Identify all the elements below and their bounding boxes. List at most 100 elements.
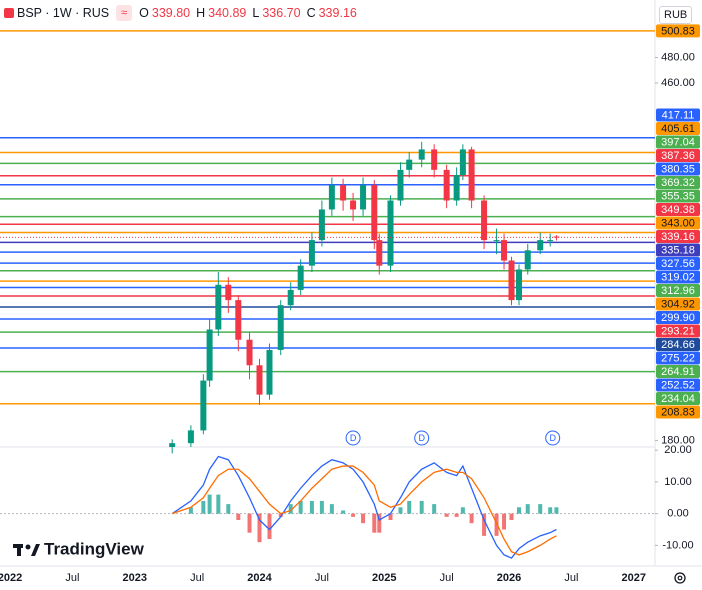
histogram-bar <box>351 513 356 517</box>
y-tick-label: 0.00 <box>667 508 688 520</box>
event-label: D <box>350 433 357 443</box>
price-tag <box>656 392 700 405</box>
ohlc-value: 340.89 <box>208 6 247 20</box>
candle-body <box>371 185 378 241</box>
histogram-bar <box>329 504 334 514</box>
logo-icon <box>13 544 40 556</box>
x-tick-label: 2027 <box>622 572 646 584</box>
candle-body <box>340 185 347 201</box>
candle-body <box>318 209 325 241</box>
price-tag <box>656 365 700 378</box>
price-tag-label: 327.56 <box>661 258 695 270</box>
price-tag-label: 319.02 <box>661 271 695 283</box>
symbol-icon <box>4 8 14 18</box>
candle-body <box>443 169 450 201</box>
price-tag <box>656 311 700 324</box>
price-tag <box>656 203 700 216</box>
candle-body <box>431 149 438 170</box>
histogram-bar <box>444 513 449 517</box>
ohlc-value: 339.16 <box>318 6 357 20</box>
ohlc-value: 336.70 <box>262 6 301 20</box>
candle-body <box>553 236 560 238</box>
histogram-bar <box>361 513 366 524</box>
y-tick-label: 480.00 <box>661 51 695 63</box>
candle-body <box>287 289 294 306</box>
candle-body <box>266 349 273 395</box>
candle-body <box>206 329 213 381</box>
histogram-bar <box>319 500 324 514</box>
candle-body <box>501 240 508 261</box>
event-label: D <box>418 433 425 443</box>
candle-body <box>459 149 466 175</box>
histogram-bar <box>247 513 252 533</box>
price-tag-label: 339.16 <box>661 231 695 243</box>
price-tag-label: 380.35 <box>661 163 695 175</box>
x-tick-label: 2026 <box>497 572 521 584</box>
price-tag <box>656 338 700 351</box>
histogram-bar <box>257 513 262 543</box>
price-tag <box>656 216 700 230</box>
histogram-bar <box>236 513 241 520</box>
candle-body <box>406 159 413 170</box>
logo: TradingView <box>44 539 145 558</box>
candle-body <box>387 200 394 266</box>
currency-button[interactable]: RUB <box>659 6 693 24</box>
candle-body <box>418 149 425 160</box>
ohlc-key: L <box>252 6 260 20</box>
price-tag <box>656 162 700 176</box>
x-tick-label: 2025 <box>372 572 396 584</box>
compare-icon[interactable]: ≈ <box>116 5 133 21</box>
histogram-bar <box>207 494 212 514</box>
histogram-bar <box>309 500 314 514</box>
candle-body <box>508 260 515 301</box>
price-tag <box>656 284 700 297</box>
candle-body <box>246 339 253 366</box>
ohlc-key: O <box>139 6 149 20</box>
candle-body <box>481 200 488 241</box>
candle-body <box>256 365 263 395</box>
candle-body <box>169 443 176 447</box>
price-tag-label: 312.96 <box>661 285 695 297</box>
x-tick-label: Jul <box>315 572 329 584</box>
candle-body <box>397 169 404 201</box>
histogram-bar <box>188 507 193 514</box>
candle-body <box>187 430 194 444</box>
legend-header: BSP · 1W · RUS ≈ O 339.80 H 340.89 L 336.70… <box>4 5 360 21</box>
price-tag-label: 208.83 <box>661 406 695 418</box>
histogram-bar <box>388 513 393 520</box>
price-tag <box>656 243 700 257</box>
candle-body <box>308 240 315 266</box>
histogram-bar <box>267 513 272 540</box>
price-tag <box>656 270 700 284</box>
x-tick-label: Jul <box>65 572 79 584</box>
histogram-bar <box>554 507 559 514</box>
indicator-line <box>171 455 557 559</box>
histogram-bar <box>525 504 530 514</box>
candle-body <box>235 300 242 340</box>
event-marker <box>414 430 430 446</box>
x-tick-label: 2023 <box>123 572 147 584</box>
candle-body <box>297 265 304 290</box>
histogram-bar <box>454 513 459 517</box>
settings-icon[interactable] <box>674 572 686 584</box>
histogram-bar <box>482 513 487 536</box>
price-tag-label: 264.91 <box>661 366 695 378</box>
x-tick-label: 2024 <box>247 572 272 584</box>
histogram-bar <box>288 504 293 514</box>
indicator-line <box>171 465 557 556</box>
histogram-bar <box>372 513 377 533</box>
x-tick-label: Jul <box>564 572 578 584</box>
candle-body <box>537 240 544 251</box>
candle-body <box>328 185 335 210</box>
price-tag-label: 397.04 <box>661 136 695 148</box>
price-tag <box>656 297 700 311</box>
price-tag <box>656 108 700 122</box>
x-tick-label: Jul <box>440 572 454 584</box>
candle-body <box>225 284 232 301</box>
price-tag-label: 500.83 <box>661 25 695 37</box>
histogram-bar <box>201 500 206 514</box>
price-tag <box>656 135 700 149</box>
event-label: D <box>549 433 556 443</box>
price-tag-label: 349.38 <box>661 204 695 216</box>
